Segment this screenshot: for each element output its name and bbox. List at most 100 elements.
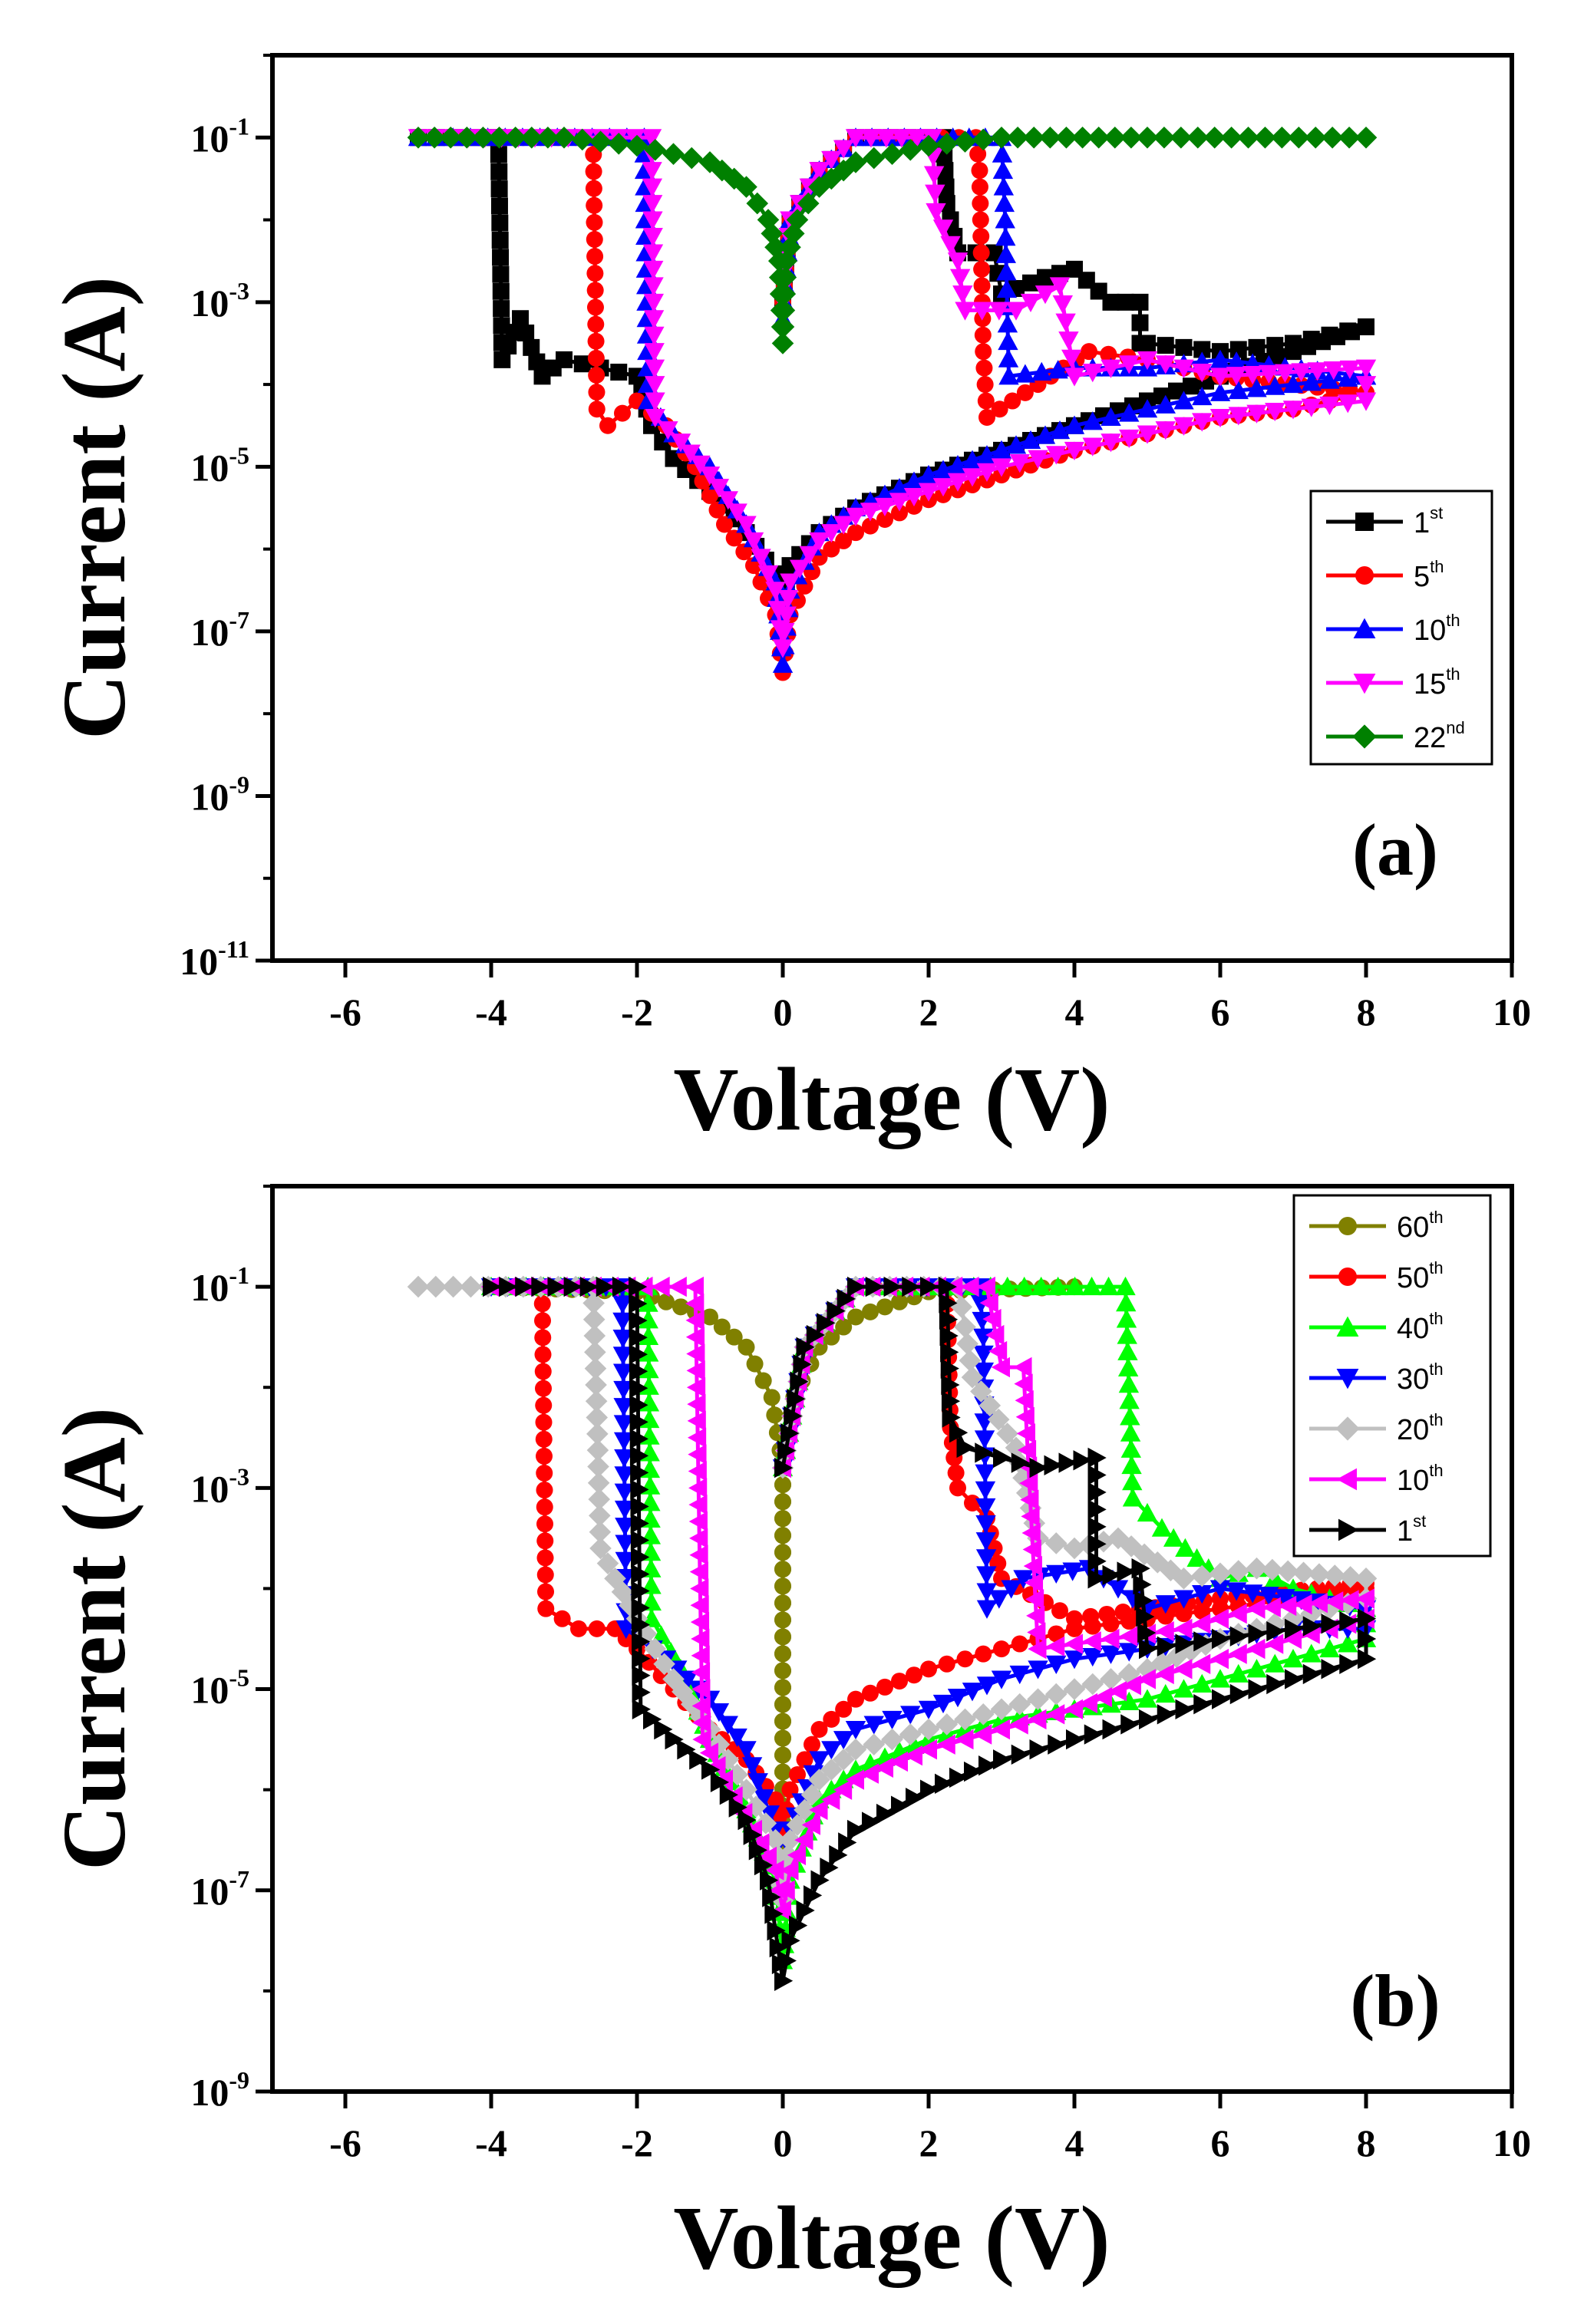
data-point xyxy=(588,384,606,401)
data-point xyxy=(631,1581,650,1601)
legend-marker xyxy=(1353,674,1376,694)
data-point xyxy=(961,1366,984,1389)
data-point xyxy=(751,549,771,568)
data-point xyxy=(727,1728,747,1748)
data-point xyxy=(1209,1580,1231,1599)
data-point xyxy=(1131,314,1149,331)
data-point xyxy=(670,433,691,453)
data-point xyxy=(1017,1439,1037,1461)
data-point xyxy=(832,159,855,182)
legend-label: 60th xyxy=(1397,1208,1444,1244)
data-point xyxy=(1019,1472,1038,1494)
data-point xyxy=(1155,355,1176,374)
data-point xyxy=(956,1333,978,1355)
data-point xyxy=(1102,1719,1121,1740)
data-point xyxy=(952,285,973,305)
data-point xyxy=(1193,1631,1213,1652)
data-point xyxy=(1192,364,1213,383)
panel-b-frame xyxy=(270,1184,1514,2094)
data-point xyxy=(764,1904,784,1924)
data-point xyxy=(971,178,988,196)
data-point xyxy=(645,409,665,428)
data-point xyxy=(1226,351,1247,371)
data-point xyxy=(1049,420,1071,440)
data-point xyxy=(1101,407,1121,426)
data-point xyxy=(708,479,730,498)
data-point xyxy=(993,1447,1012,1469)
legend-label: 5th xyxy=(1414,557,1444,593)
data-point xyxy=(973,260,991,278)
data-point xyxy=(1064,1650,1085,1670)
data-point xyxy=(1026,1605,1045,1627)
data-point xyxy=(1139,1709,1158,1730)
legend-entry: 1st xyxy=(1309,1511,1426,1548)
data-point xyxy=(1355,1567,1378,1590)
data-point xyxy=(1165,1646,1188,1668)
data-point xyxy=(1237,126,1259,149)
data-point xyxy=(996,262,1017,281)
data-point xyxy=(1082,1647,1103,1667)
data-point xyxy=(971,162,988,180)
data-point xyxy=(796,1900,815,1921)
data-point xyxy=(1028,1709,1047,1730)
data-point xyxy=(535,1396,553,1414)
x-tick-label: 10 xyxy=(1493,2121,1531,2164)
data-point xyxy=(774,1729,791,1747)
data-point xyxy=(1137,351,1158,371)
data-point xyxy=(1155,1595,1176,1614)
data-point xyxy=(1008,1693,1031,1716)
y-tick-label: 10-3 xyxy=(190,277,249,325)
data-point xyxy=(1301,1643,1322,1663)
legend-label: 1st xyxy=(1414,503,1443,539)
y-tick-label: 10-9 xyxy=(190,770,249,818)
data-point xyxy=(769,1937,788,1958)
data-point xyxy=(939,1293,958,1314)
data-point xyxy=(1136,1658,1159,1680)
data-point xyxy=(975,343,992,361)
data-point xyxy=(589,1537,612,1560)
data-point xyxy=(1358,1608,1377,1629)
data-point xyxy=(801,1815,820,1835)
data-point xyxy=(947,473,969,492)
data-point xyxy=(899,1723,922,1745)
data-point xyxy=(687,1393,706,1415)
data-point xyxy=(687,1410,706,1432)
data-point xyxy=(1173,1590,1194,1609)
data-point xyxy=(691,1628,710,1650)
data-point xyxy=(701,486,718,504)
data-point xyxy=(1087,126,1110,149)
data-point xyxy=(613,1432,635,1451)
data-point xyxy=(1064,1633,1083,1654)
data-point xyxy=(947,1464,965,1482)
data-point xyxy=(800,1783,823,1806)
data-point xyxy=(1339,1610,1358,1632)
data-point xyxy=(764,236,787,259)
data-point xyxy=(903,487,925,507)
data-point xyxy=(1116,1309,1137,1328)
legend-box xyxy=(1292,1194,1492,1558)
data-point xyxy=(973,1362,995,1382)
data-point xyxy=(970,1380,992,1403)
data-point xyxy=(975,1549,997,1568)
panel-a-xlabel: Voltage (V) xyxy=(673,1049,1110,1149)
data-point xyxy=(1282,374,1304,394)
data-point xyxy=(1147,1551,1169,1574)
data-point xyxy=(573,355,591,373)
series-15th xyxy=(408,129,1377,658)
data-point xyxy=(820,1759,843,1781)
data-point xyxy=(407,1275,430,1298)
data-point xyxy=(1120,1439,1142,1458)
data-point xyxy=(786,209,809,231)
data-point xyxy=(774,1561,791,1578)
data-point xyxy=(691,1645,710,1666)
data-point xyxy=(536,1566,554,1584)
data-point xyxy=(774,1476,791,1494)
data-point xyxy=(491,214,509,232)
data-point xyxy=(1319,396,1340,416)
data-point xyxy=(900,1706,921,1725)
data-point xyxy=(614,1449,635,1469)
data-point xyxy=(1291,363,1312,382)
data-point xyxy=(972,302,992,321)
data-point xyxy=(587,1472,610,1495)
